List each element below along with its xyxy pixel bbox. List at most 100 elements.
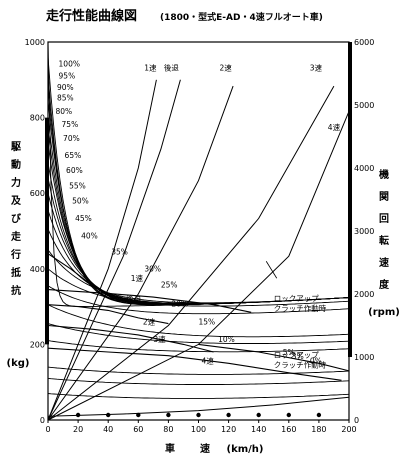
grade-label: 65%	[65, 151, 82, 160]
engine-speed-4速	[47, 111, 350, 421]
x-tick-label: 0	[45, 425, 50, 434]
grade-label: 5%	[283, 348, 295, 357]
grade-label: 50%	[72, 196, 89, 205]
driving-force-label: 1速	[131, 274, 144, 283]
engine-speed-1速	[47, 79, 157, 421]
grade-curve-10%	[47, 340, 350, 353]
annotation-line: クラッチ作動時	[274, 303, 327, 313]
y-right-label-part: (rpm)	[368, 307, 400, 318]
speed-dot	[316, 412, 322, 418]
y-right-tick-label: 5000	[354, 101, 374, 110]
engine-speed-curves	[47, 79, 350, 421]
y-right-label-part: 機	[379, 168, 389, 181]
x-label-part: (km/h)	[227, 444, 264, 455]
engine-speed-label: 4速	[328, 123, 341, 132]
x-tick-label: 160	[281, 425, 296, 434]
x-tick-label: 60	[133, 425, 143, 434]
speed-dot	[106, 412, 111, 418]
grade-label: 20%	[171, 300, 188, 309]
speed-dot	[256, 412, 261, 418]
x-tick-label: 80	[163, 425, 173, 434]
y-left-tick-label: 200	[30, 340, 45, 349]
grade-label: 55%	[69, 181, 86, 190]
grade-curve-90%	[47, 74, 350, 306]
driving-force-label: 4速	[202, 356, 215, 365]
rolling-resistance-curve	[47, 396, 350, 417]
grade-label: 25%	[161, 281, 178, 290]
chart-subtitle: (1800・型式E-AD・4速フルオート車)	[160, 11, 323, 23]
x-tick-label: 200	[341, 425, 356, 434]
speed-dot	[226, 412, 231, 418]
grade-label: 90%	[57, 83, 74, 92]
grade-curve-70%	[47, 130, 350, 305]
y-right-tick-label: 1000	[354, 353, 374, 362]
engine-speed-2速	[47, 85, 234, 421]
y-left-label-part: 抗	[11, 284, 21, 297]
y-left-label-part: 及	[11, 195, 22, 207]
curve-labels: 100% 95% 90% 85% 80% 75% 70% 65% 60% 55% 50% 45% 40%…	[56, 60, 341, 366]
y-right-label-part: 速	[379, 256, 389, 269]
y-right-tick-label: 6000	[354, 38, 374, 47]
y-left-label-part: 力	[11, 176, 21, 189]
driving-force-label: 2速	[143, 318, 156, 327]
driving-force-4速	[47, 347, 342, 381]
y-left-label-part: 抵	[11, 266, 21, 279]
driving-force-後退	[47, 289, 252, 313]
grade-label: 3%	[292, 352, 304, 361]
grade-label: 70%	[63, 134, 80, 143]
grade-label: 80%	[56, 107, 73, 116]
y-left-tick-label: 800	[30, 114, 45, 123]
y-left-tick-label: 0	[40, 416, 45, 425]
x-tick-label: 20	[73, 425, 83, 434]
x-tick-label: 180	[311, 425, 326, 434]
grade-label: 45%	[75, 214, 92, 223]
annotation-line: クラッチ作動時	[274, 360, 327, 370]
grade-curve-20%	[47, 304, 350, 338]
engine-speed-後退	[47, 79, 181, 421]
x-label-part: 速	[200, 442, 210, 455]
y-right-tick-label: 4000	[354, 164, 374, 173]
grade-label: 40%	[81, 232, 98, 241]
grade-label: 15%	[199, 317, 216, 326]
y-left-label-part: 動	[11, 158, 21, 171]
driving-force-label: 3速	[153, 335, 166, 344]
driving-force-1速	[47, 253, 124, 304]
grade-curve-75%	[47, 117, 350, 306]
annotation-line: ロックアップ	[274, 294, 319, 303]
x-tick-label: 140	[251, 425, 266, 434]
y-right-tick-label: 2000	[354, 290, 374, 299]
speed-dot	[136, 412, 141, 418]
x-label-part: 車	[165, 442, 175, 455]
grade-label: 0%	[310, 356, 322, 365]
y-left-label-part: び	[11, 212, 21, 225]
annotation-leader	[265, 261, 278, 279]
chart-title: 走行性能曲線図	[46, 8, 137, 24]
y-left-tick-label: 600	[30, 189, 45, 198]
x-tick-label: 100	[191, 425, 206, 434]
grade-label: 30%	[144, 264, 161, 273]
y-left-label-part: 駆	[10, 141, 21, 153]
y-right-tick-label: 0	[354, 416, 359, 425]
y-left-label-part: 行	[10, 248, 21, 261]
grade-curve-3%	[47, 377, 350, 385]
speed-dot	[166, 412, 171, 418]
driving-force-lockup-4	[198, 343, 350, 372]
grade-label: 10%	[218, 335, 235, 344]
grade-label: 35%	[111, 247, 128, 256]
y-left-tick-label: 1000	[25, 38, 45, 47]
x-tick-label: 120	[221, 425, 236, 434]
grade-label: 85%	[57, 94, 74, 103]
y-right-label-part: 度	[379, 278, 390, 291]
y-left-label-part: 走	[10, 230, 22, 243]
grade-curve-15%	[47, 323, 350, 344]
grade-label: 75%	[62, 120, 79, 129]
y-left-label-part: (kg)	[7, 358, 30, 369]
grade-curve-25%	[47, 285, 350, 315]
axes: 0 20 40 60 80 100 120 140 160 180 2000200400600800…	[7, 38, 400, 455]
engine-speed-3速	[47, 85, 335, 421]
grade-label: 95%	[59, 72, 76, 81]
